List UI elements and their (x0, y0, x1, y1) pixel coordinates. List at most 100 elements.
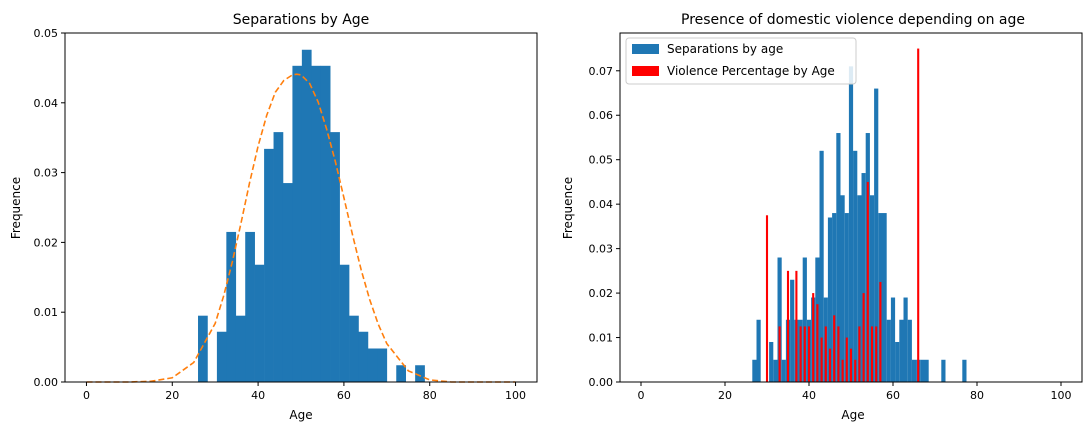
chart-2-ytick-label: 0.07 (589, 65, 614, 78)
chart-2-ticks: 0 20 40 60 80 100 0.00 0.01 0.02 0.03 0.04 0.05 0.06… (589, 65, 1072, 402)
violence-bar (828, 348, 832, 382)
histogram-bar (273, 132, 284, 382)
separations-bar (911, 359, 917, 382)
chart-2-xlabel: Age (841, 408, 864, 422)
chart-2-ytick-label: 0.06 (589, 109, 614, 122)
chart-1-axes-frame (64, 32, 538, 383)
separations-bar (840, 195, 845, 382)
separations-bar (882, 213, 887, 382)
violence-bar (849, 348, 853, 382)
separations-bar (769, 341, 774, 382)
chart-2-xtick-label: 0 (638, 389, 645, 402)
violence-bar (845, 337, 848, 382)
chart-2-xtick-label: 100 (1051, 389, 1072, 402)
separations-bar (895, 341, 900, 382)
separations-bar (836, 133, 841, 382)
separations-bar (920, 359, 925, 382)
chart-2-ytick-label: 0.04 (589, 198, 614, 211)
histogram-bar (292, 65, 303, 382)
separations-bar (886, 319, 891, 382)
chart-1-ytick-label: 0.00 (34, 376, 59, 389)
histogram-bar (396, 365, 406, 382)
chart-2-ytick-label: 0.05 (589, 154, 614, 167)
chart-2-ytick-label: 0.02 (589, 287, 614, 300)
violence-bar (765, 215, 769, 382)
separations-bar (773, 359, 778, 382)
chart-2-title: Presence of domestic violence depending … (681, 12, 1025, 28)
chart-2-plot-area (752, 48, 967, 383)
histogram-bar (235, 315, 246, 382)
chart-1-ylabel: Frequence (9, 177, 23, 239)
chart-2-xtick-label: 60 (886, 389, 900, 402)
histogram-bar (301, 49, 312, 382)
histogram-bar (330, 132, 340, 382)
chart-1-xtick-label: 80 (423, 389, 437, 402)
histogram-bar (254, 264, 265, 382)
separations-bar (844, 213, 849, 382)
histogram-bar (198, 315, 208, 382)
violence-bar (799, 326, 802, 382)
chart-1-ytick-label: 0.05 (34, 27, 59, 40)
separations-bar (756, 319, 761, 382)
violence-bar (875, 326, 878, 382)
separations-bar (907, 319, 912, 382)
chart-1-title: Separations by Age (233, 12, 370, 28)
histogram-bar (415, 365, 425, 382)
chart-2-axes-frame (619, 32, 1083, 383)
histogram-bar (226, 231, 237, 382)
separations-bar (781, 359, 786, 382)
separations-bar (832, 213, 837, 382)
chart-2-ytick-label: 0.00 (589, 376, 614, 389)
violence-bar (833, 315, 836, 382)
chart-1-ytick-label: 0.03 (34, 167, 59, 180)
legend-swatch-separations (632, 44, 659, 54)
histogram-bar (377, 348, 388, 382)
violence-bar (820, 337, 823, 382)
violence-bar (816, 304, 819, 382)
chart-1-xtick-label: 20 (165, 389, 179, 402)
violence-bar (879, 281, 882, 382)
separations-bar (924, 359, 929, 382)
histogram-bar (264, 148, 274, 382)
separations-bar (903, 297, 908, 382)
separations-bar (853, 150, 858, 382)
separations-bar (777, 257, 782, 382)
histogram-bar (311, 65, 322, 382)
violence-bar (841, 359, 844, 382)
histogram-bar (282, 183, 293, 382)
chart-1-ytick-label: 0.04 (34, 97, 59, 110)
chart-1-ytick-label: 0.01 (34, 306, 59, 319)
violence-bar (917, 48, 920, 382)
violence-bar (870, 326, 874, 382)
chart-2-legend: Separations by age Violence Percentage b… (625, 37, 857, 85)
histogram-bar (349, 315, 359, 382)
chart-1-xtick-label: 60 (337, 389, 351, 402)
separations-bar (874, 88, 879, 383)
separations-bar (802, 257, 807, 382)
violence-bar (854, 359, 857, 382)
histogram-bar (245, 231, 255, 382)
legend-label-separations: Separations by age (667, 42, 783, 56)
legend-frame (625, 37, 857, 85)
separations-bar (962, 359, 967, 382)
separations-bar (848, 66, 854, 383)
histogram-bar (358, 331, 369, 382)
histogram-bar (216, 331, 227, 382)
separations-bar (941, 359, 946, 382)
violence-bar (862, 293, 865, 382)
separations-bar (899, 319, 904, 382)
violence-bar (866, 181, 869, 382)
chart-2-xtick-label: 80 (970, 389, 984, 402)
chart-2-ylabel: Frequence (561, 177, 575, 239)
violence-bar (824, 326, 827, 382)
violence-bar (795, 270, 798, 382)
violence-bar (807, 326, 811, 382)
separations-bar (827, 217, 833, 382)
chart-1-ytick-label: 0.02 (34, 236, 59, 249)
violence-bar (803, 326, 806, 382)
histogram-bar (339, 264, 350, 382)
violence-bar (858, 326, 861, 382)
violence-bar (837, 326, 840, 382)
violence-bar (778, 326, 781, 382)
